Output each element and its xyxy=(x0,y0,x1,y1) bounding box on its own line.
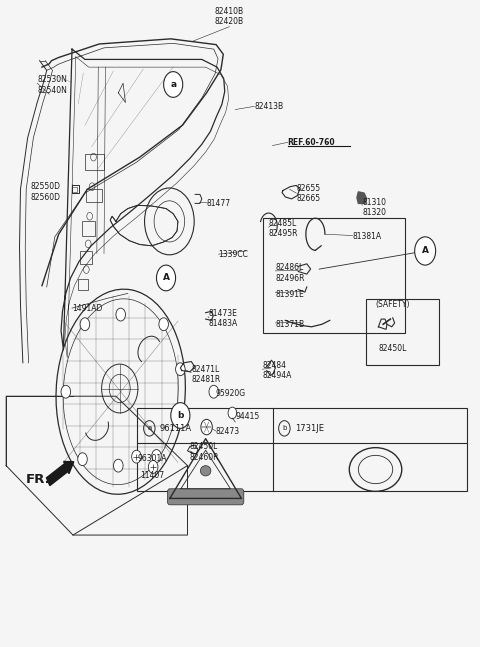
Text: 82471L
82481R: 82471L 82481R xyxy=(192,365,221,384)
FancyArrow shape xyxy=(47,461,74,486)
Polygon shape xyxy=(357,192,366,203)
Circle shape xyxy=(201,419,212,435)
Text: 82450L
82460R: 82450L 82460R xyxy=(190,443,219,462)
Text: 82485L
82495R: 82485L 82495R xyxy=(269,219,298,238)
Text: 95920G: 95920G xyxy=(216,388,246,397)
Text: 1731JE: 1731JE xyxy=(295,424,324,433)
Text: 81310
81320: 81310 81320 xyxy=(362,197,386,217)
Circle shape xyxy=(132,450,141,463)
Text: 82450L: 82450L xyxy=(379,344,407,353)
Circle shape xyxy=(114,459,123,472)
Circle shape xyxy=(176,363,185,376)
Text: 82473: 82473 xyxy=(216,427,240,436)
Circle shape xyxy=(173,408,183,421)
Circle shape xyxy=(152,450,161,463)
Text: 96111A: 96111A xyxy=(160,424,192,433)
Text: REF.60-760: REF.60-760 xyxy=(288,138,336,148)
Text: 81381A: 81381A xyxy=(353,232,382,241)
Text: 82484
82494A: 82484 82494A xyxy=(263,361,292,380)
Text: a: a xyxy=(147,425,152,432)
Bar xyxy=(86,190,102,202)
Text: 11407: 11407 xyxy=(140,472,164,481)
Text: b: b xyxy=(177,411,183,420)
Text: 94415: 94415 xyxy=(235,412,260,421)
Text: 82550D
82560D: 82550D 82560D xyxy=(30,182,60,201)
Bar xyxy=(82,221,95,236)
Circle shape xyxy=(80,318,90,331)
Bar xyxy=(365,299,439,365)
Text: FR.: FR. xyxy=(25,473,50,487)
Text: 1491AD: 1491AD xyxy=(72,304,102,313)
Text: A: A xyxy=(421,247,429,256)
Text: 82413B: 82413B xyxy=(254,102,284,111)
Text: b: b xyxy=(282,425,287,432)
Bar xyxy=(85,154,104,170)
Text: a: a xyxy=(170,80,176,89)
Text: 81371B: 81371B xyxy=(276,320,304,329)
Text: 82486L
82496R: 82486L 82496R xyxy=(276,263,305,283)
Circle shape xyxy=(159,318,168,331)
Bar xyxy=(263,218,405,333)
FancyBboxPatch shape xyxy=(168,488,244,505)
Text: 81391E: 81391E xyxy=(276,289,304,298)
Bar xyxy=(78,279,88,290)
Circle shape xyxy=(148,461,158,474)
Text: A: A xyxy=(163,274,169,283)
Circle shape xyxy=(116,308,125,321)
Circle shape xyxy=(171,402,190,428)
Circle shape xyxy=(61,386,71,398)
Text: 82530N
82540N: 82530N 82540N xyxy=(37,76,67,95)
Circle shape xyxy=(78,453,87,466)
Text: 96301A: 96301A xyxy=(138,454,168,463)
Bar xyxy=(137,408,467,491)
Bar xyxy=(80,251,92,264)
Text: 1339CC: 1339CC xyxy=(218,250,249,259)
Text: 81473E
81483A: 81473E 81483A xyxy=(208,309,237,328)
Circle shape xyxy=(228,407,237,419)
Text: 81477: 81477 xyxy=(206,199,231,208)
Circle shape xyxy=(156,265,176,291)
Circle shape xyxy=(209,386,218,398)
Ellipse shape xyxy=(200,466,211,476)
Circle shape xyxy=(415,237,436,265)
Circle shape xyxy=(164,72,183,97)
Text: 82410B
82420B: 82410B 82420B xyxy=(215,6,244,26)
Text: (SAFETY): (SAFETY) xyxy=(375,300,410,309)
Text: 82655
82665: 82655 82665 xyxy=(296,184,321,203)
